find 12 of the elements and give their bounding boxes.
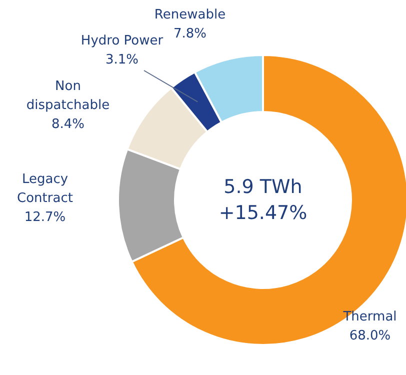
slice-label: Legacy Contract [17, 172, 73, 206]
text: 5.9 TWh [224, 176, 302, 198]
slice-label: Hydro Power [80, 34, 164, 48]
data-label: 8.4% [51, 117, 85, 132]
slice-label: Renewable [154, 8, 226, 22]
text: +15.47% [218, 202, 308, 224]
slice-label: Thermal [342, 310, 397, 324]
data-label: 12.7% [24, 210, 66, 225]
data-label: 68.0% [349, 328, 391, 344]
data-label: 7.8% [173, 26, 207, 42]
slice-label: Non dispatchable [26, 79, 110, 113]
data-label: 3.1% [105, 52, 139, 68]
